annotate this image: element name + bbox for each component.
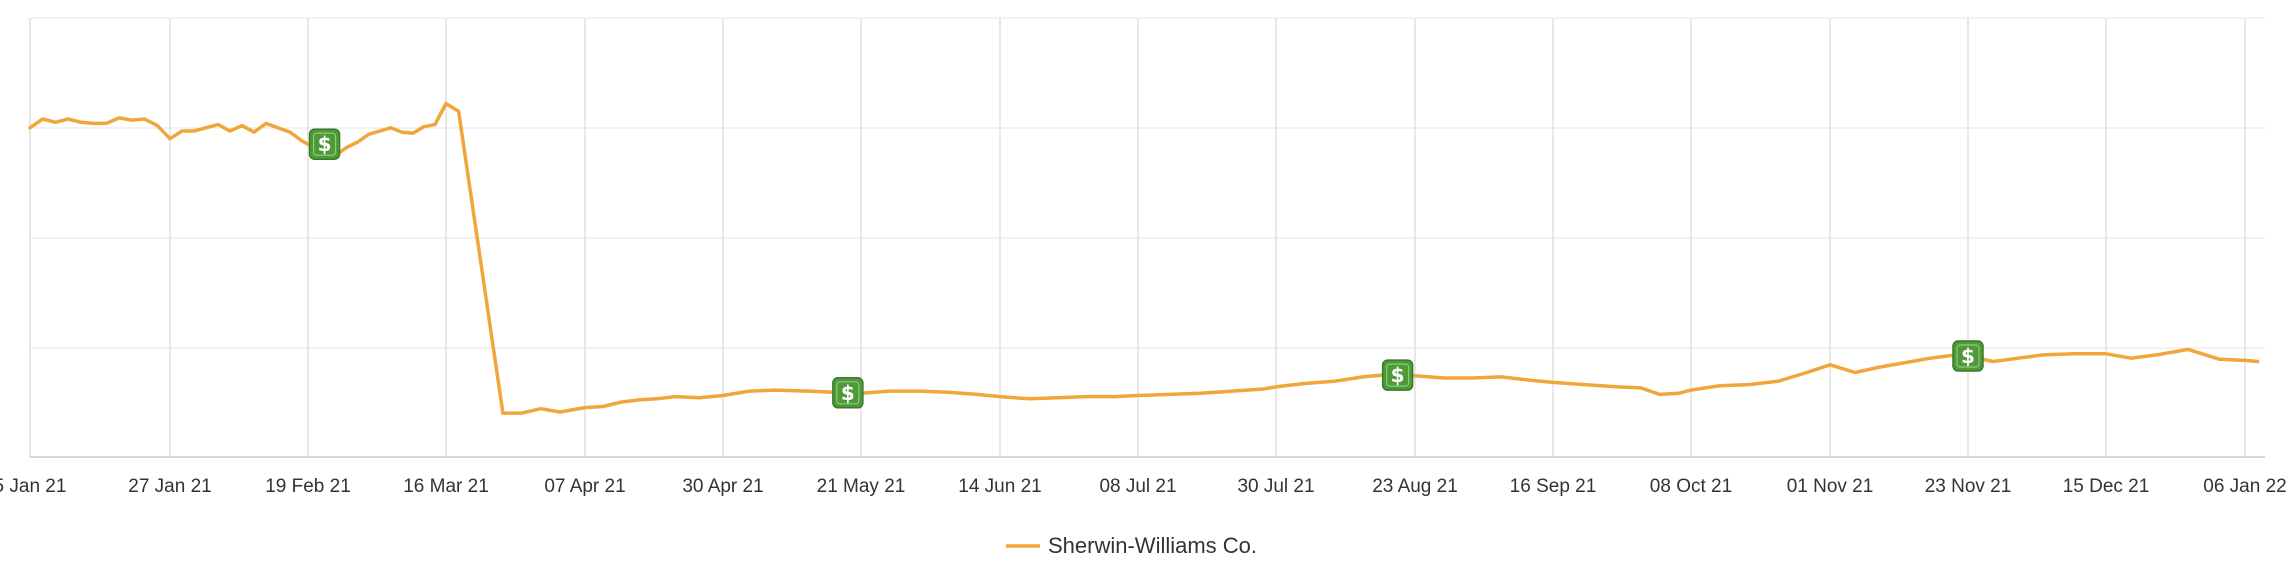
x-tick-label: 19 Feb 21 [265, 476, 351, 497]
dividend-markers: $ $ $ $ [308, 128, 1984, 409]
x-tick-label: 23 Aug 21 [1372, 476, 1458, 497]
x-tick-label: 08 Jul 21 [1099, 476, 1176, 497]
dollar-icon[interactable]: $ [1952, 340, 1984, 372]
x-tick-label: 07 Apr 21 [544, 476, 625, 497]
x-tick-label: 15 Dec 21 [2063, 476, 2150, 497]
x-tick-label: 01 Nov 21 [1787, 476, 1874, 497]
x-tick-label: 16 Mar 21 [403, 476, 489, 497]
x-tick-label: 14 Jun 21 [958, 476, 1041, 497]
x-tick-label: 23 Nov 21 [1925, 476, 2012, 497]
dollar-icon[interactable]: $ [832, 377, 864, 409]
legend[interactable]: Sherwin-Williams Co. [1006, 533, 1257, 558]
legend-label: Sherwin-Williams Co. [1048, 533, 1257, 558]
x-axis: 5 Jan 21 27 Jan 21 19 Feb 21 16 Mar 21 07 Ap… [0, 456, 2287, 497]
dollar-icon[interactable]: $ [308, 128, 341, 160]
x-tick-label: 30 Jul 21 [1237, 476, 1314, 497]
x-tick-label: 30 Apr 21 [682, 476, 763, 497]
x-tick-label: 06 Jan 22 [2203, 476, 2286, 497]
x-tick-label: 16 Sep 21 [1510, 476, 1597, 497]
series-line-sherwin-williams[interactable] [28, 101, 2260, 415]
svg-text:$: $ [1961, 344, 1975, 368]
x-tick-label: 27 Jan 21 [128, 476, 211, 497]
series-layer [28, 101, 2260, 415]
x-tick-label: 5 Jan 21 [0, 476, 66, 497]
dollar-icon[interactable]: $ [1381, 359, 1414, 391]
gridlines [29, 17, 2265, 457]
svg-text:$: $ [841, 381, 855, 405]
svg-text:$: $ [318, 132, 332, 156]
x-tick-label: 08 Oct 21 [1650, 476, 1732, 497]
svg-text:$: $ [1391, 363, 1405, 387]
x-tick-label: 21 May 21 [817, 476, 906, 497]
